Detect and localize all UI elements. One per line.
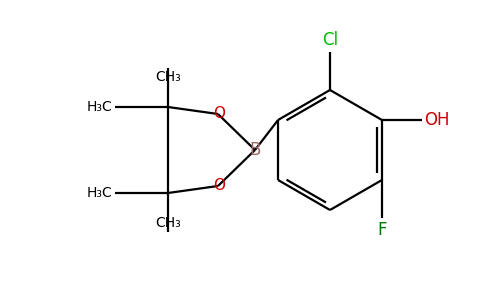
Text: F: F	[377, 221, 387, 239]
Text: H₃C: H₃C	[86, 186, 112, 200]
Text: O: O	[213, 106, 225, 122]
Text: Cl: Cl	[322, 31, 338, 49]
Text: O: O	[213, 178, 225, 194]
Text: OH: OH	[424, 111, 450, 129]
Text: CH₃: CH₃	[155, 70, 181, 84]
Text: CH₃: CH₃	[155, 216, 181, 230]
Text: B: B	[249, 141, 261, 159]
Text: H₃C: H₃C	[86, 100, 112, 114]
